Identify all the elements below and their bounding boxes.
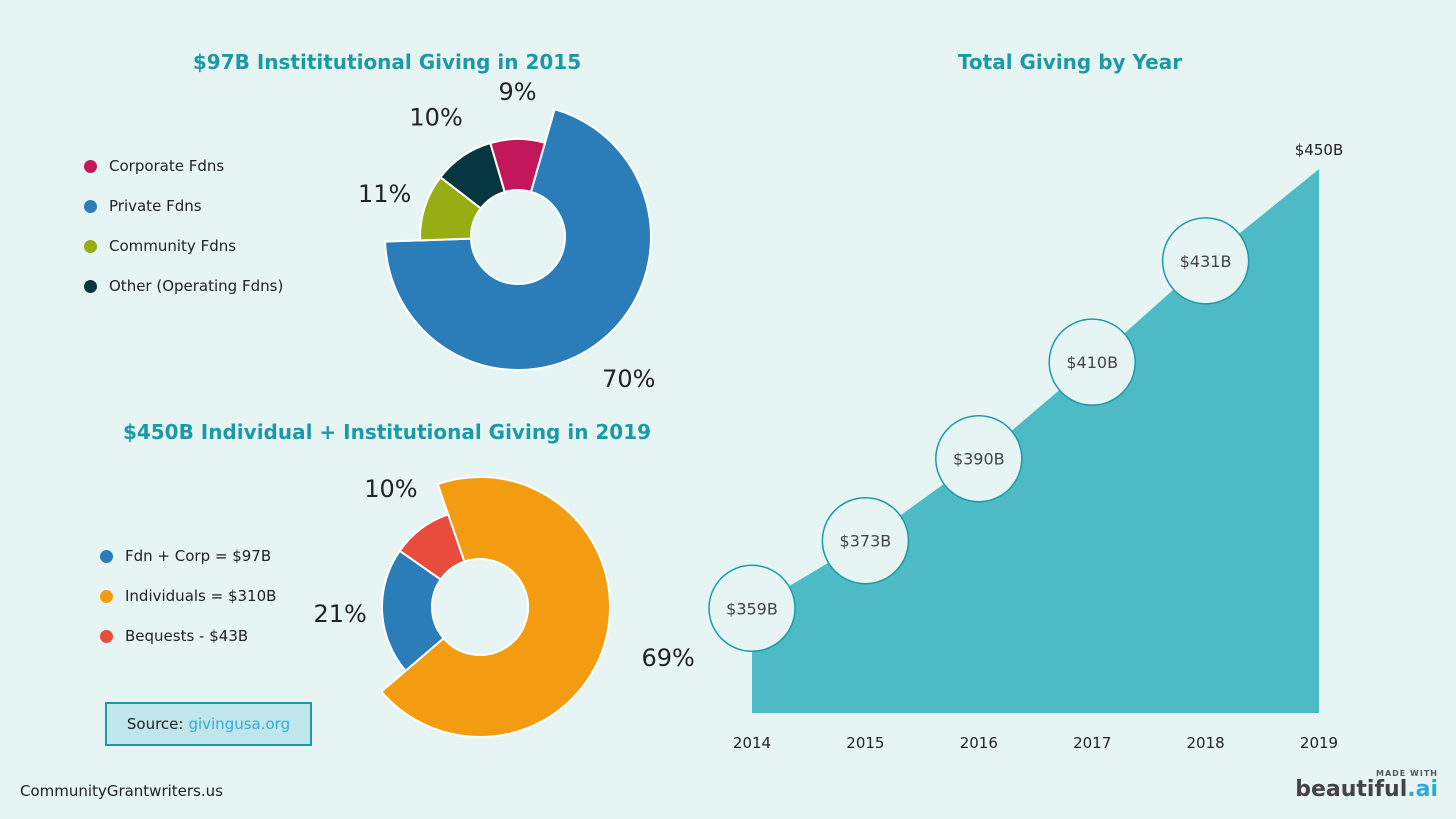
source-box: Source: givingusa.org <box>105 702 312 746</box>
area-point-label: $450B <box>1295 141 1343 159</box>
donut1-pct-label: 70% <box>602 365 655 393</box>
source-prefix: Source: <box>126 715 184 733</box>
donut1-slice <box>489 138 547 194</box>
area-point-bubble <box>708 564 796 653</box>
donut1-legend-item: Corporate Fdns <box>84 146 283 186</box>
donut2-slice <box>398 513 466 581</box>
donut2-legend-label: Individuals = $310B <box>125 587 277 605</box>
area-point-label: $431B <box>1180 252 1232 271</box>
area-x-tick: 2014 <box>733 734 771 752</box>
made-with-logo: MADE WITH beautiful.ai <box>1295 769 1438 802</box>
donut1-legend-label: Corporate Fdns <box>109 157 225 175</box>
footer-site: CommunityGrantwriters.us <box>20 782 223 800</box>
donut2-legend-label: Bequests - $43B <box>125 627 249 645</box>
donut2-legend-swatch <box>100 549 113 563</box>
source-link[interactable]: givingusa.org <box>188 715 291 733</box>
donut1-legend: Corporate Fdns Private Fdns Community Fdns… <box>84 146 283 306</box>
brand-main: beautiful <box>1295 777 1408 802</box>
donut1-pct-label: 9% <box>498 78 536 106</box>
area-fill <box>752 169 1319 713</box>
donut2-title: $450B Individual + Institutional Giving … <box>122 420 652 444</box>
donut2-legend-item: Individuals = $310B <box>100 576 276 616</box>
donut1-legend-label: Private Fdns <box>109 197 202 215</box>
donut1-legend-label: Community Fdns <box>109 237 237 255</box>
donut1-legend-item: Private Fdns <box>84 186 283 226</box>
donut2-legend-item: Bequests - $43B <box>100 616 276 656</box>
donut1-pct-label: 10% <box>409 103 462 131</box>
donut1-legend-swatch <box>84 279 97 293</box>
donut1-legend-swatch <box>84 199 97 213</box>
area-point-label: $359B <box>726 599 778 618</box>
area-x-tick: 2017 <box>1073 734 1111 752</box>
donut1-legend-swatch <box>84 159 97 173</box>
donut1-legend-label: Other (Operating Fdns) <box>109 277 284 295</box>
donut1-chart: 70% 11% 10% 9% <box>358 78 655 393</box>
donut1-legend-item: Other (Operating Fdns) <box>84 266 283 306</box>
made-with-label: MADE WITH <box>1376 769 1438 778</box>
area-x-tick: 2019 <box>1300 734 1338 752</box>
area-x-tick: 2018 <box>1187 734 1225 752</box>
donut2-legend-label: Fdn + Corp = $97B <box>125 547 272 565</box>
area-point-label: $410B <box>1066 353 1118 372</box>
donut1-pct-label: 11% <box>358 180 411 208</box>
area-x-tick: 2015 <box>846 734 884 752</box>
area-point-bubble <box>1048 318 1136 406</box>
donut2-chart: 69% 21% 10% <box>313 475 695 738</box>
donut1-legend-item: Community Fdns <box>84 226 283 266</box>
donut2-slice <box>381 549 445 673</box>
donut1-slice <box>384 107 652 371</box>
area-title: Total Giving by Year <box>957 50 1183 74</box>
donut2-legend-item: Fdn + Corp = $97B <box>100 536 276 576</box>
brand-logo: beautiful.ai <box>1295 777 1438 802</box>
donut2-pct-label: 10% <box>364 475 417 503</box>
donut2-pct-label: 69% <box>642 644 695 672</box>
area-point-bubble <box>1161 217 1250 305</box>
donut2-slice <box>379 476 611 738</box>
donut2-legend: Fdn + Corp = $97B Individuals = $310B Bequ… <box>100 536 276 656</box>
area-point-label: $390B <box>953 450 1005 469</box>
area-point-bubble <box>935 414 1023 503</box>
brand-dot: .ai <box>1407 777 1438 802</box>
area-point-bubble <box>821 496 910 585</box>
donut1-title: $97B Instititutional Giving in 2015 <box>192 50 582 74</box>
area-x-tick: 2016 <box>960 734 998 752</box>
donut2-legend-swatch <box>100 629 113 643</box>
donut2-pct-label: 21% <box>313 600 366 628</box>
area-point-label: $373B <box>840 532 892 551</box>
donut2-legend-swatch <box>100 589 113 603</box>
donut1-legend-swatch <box>84 239 97 253</box>
